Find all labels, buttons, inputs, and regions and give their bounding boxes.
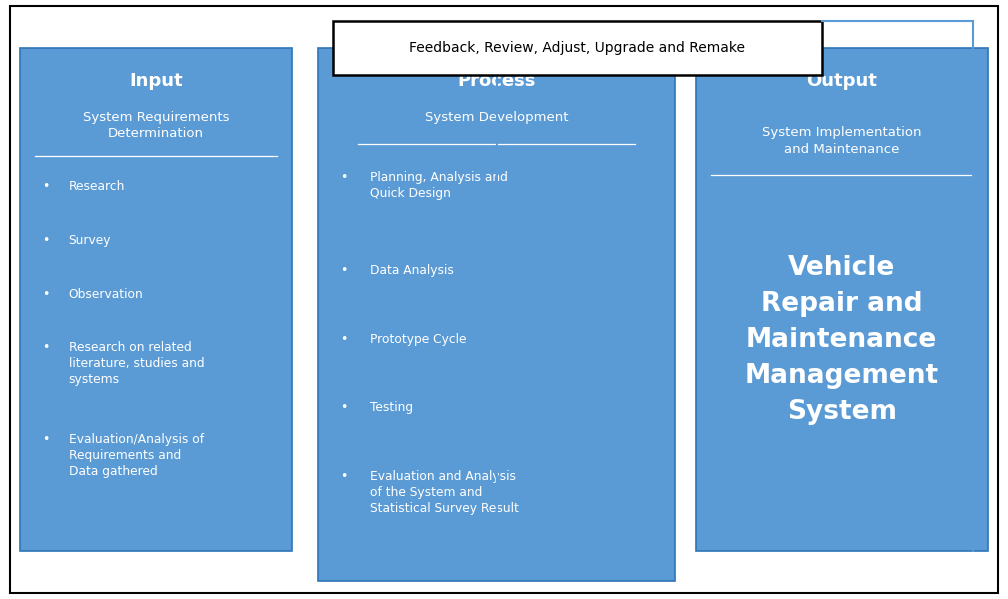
Text: Input: Input <box>129 72 183 90</box>
Text: •: • <box>42 433 49 446</box>
FancyBboxPatch shape <box>696 48 988 551</box>
Text: Observation: Observation <box>69 288 143 301</box>
Text: •: • <box>340 401 347 415</box>
Text: System Requirements
Determination: System Requirements Determination <box>83 111 230 140</box>
Text: System Development: System Development <box>424 111 569 124</box>
FancyBboxPatch shape <box>10 6 998 593</box>
FancyBboxPatch shape <box>20 48 292 551</box>
Text: •: • <box>340 264 347 277</box>
Text: Survey: Survey <box>69 234 111 247</box>
Text: •: • <box>42 288 49 301</box>
Text: Evaluation and Analysis
of the System and
Statistical Survey Result: Evaluation and Analysis of the System an… <box>370 470 519 515</box>
Text: •: • <box>340 470 347 483</box>
Text: Data Analysis: Data Analysis <box>370 264 454 277</box>
FancyBboxPatch shape <box>318 48 675 581</box>
Text: Testing: Testing <box>370 401 413 415</box>
FancyBboxPatch shape <box>333 21 822 75</box>
Text: Evaluation/Analysis of
Requirements and
Data gathered: Evaluation/Analysis of Requirements and … <box>69 433 204 478</box>
Text: System Implementation
and Maintenance: System Implementation and Maintenance <box>762 126 921 156</box>
Text: Research on related
literature, studies and
systems: Research on related literature, studies … <box>69 341 205 386</box>
Text: •: • <box>340 332 347 346</box>
Text: •: • <box>340 171 347 184</box>
Text: •: • <box>42 234 49 247</box>
Text: Planning, Analysis and
Quick Design: Planning, Analysis and Quick Design <box>370 171 508 199</box>
Text: Vehicle
Repair and
Maintenance
Management
System: Vehicle Repair and Maintenance Managemen… <box>745 255 938 425</box>
Text: Prototype Cycle: Prototype Cycle <box>370 332 467 346</box>
Text: •: • <box>42 180 49 193</box>
Text: •: • <box>42 341 49 355</box>
Text: Process: Process <box>458 72 535 90</box>
Text: Research: Research <box>69 180 125 193</box>
Text: Output: Output <box>806 72 877 90</box>
Text: Feedback, Review, Adjust, Upgrade and Remake: Feedback, Review, Adjust, Upgrade and Re… <box>409 41 745 55</box>
